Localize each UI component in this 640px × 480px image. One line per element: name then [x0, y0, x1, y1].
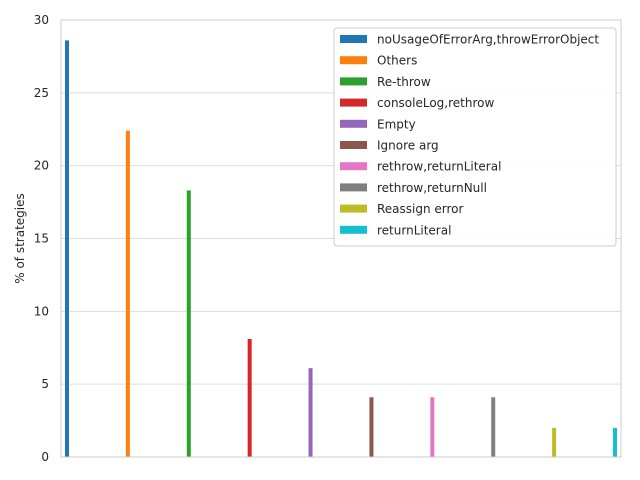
- legend-swatch: [340, 119, 367, 128]
- bar-re-throw: [186, 190, 191, 457]
- legend-swatch: [340, 183, 367, 192]
- bar-others: [125, 130, 130, 457]
- bar-rethrow-returnnull: [491, 397, 496, 457]
- y-tick-label: 20: [34, 159, 49, 173]
- bar-reassign-error: [552, 427, 557, 457]
- bar-empty: [308, 368, 313, 457]
- legend: noUsageOfErrorArg,throwErrorObject Others…: [333, 27, 617, 247]
- y-tick-label: 15: [34, 232, 49, 246]
- legend-swatch: [340, 56, 367, 65]
- legend-label: Reassign error: [377, 202, 464, 216]
- bar-rethrow-returnliteral: [430, 397, 435, 457]
- y-axis-ticks: 0 5 10 15 20 25 30: [34, 13, 49, 464]
- y-axis-label: % of strategies: [13, 193, 27, 284]
- legend-label: noUsageOfErrorArg,throwErrorObject: [377, 33, 599, 47]
- y-tick-label: 25: [34, 86, 49, 100]
- legend-swatch: [340, 162, 367, 171]
- legend-label: rethrow,returnLiteral: [377, 160, 501, 174]
- y-tick-label: 10: [34, 304, 49, 318]
- legend-swatch: [340, 98, 367, 107]
- legend-swatch: [340, 204, 367, 213]
- bar-nousageoferrorarg-throwerrorobject: [65, 40, 69, 457]
- legend-label: returnLiteral: [377, 223, 451, 237]
- legend-label: Empty: [377, 117, 416, 131]
- plot-frame: [60, 19, 622, 458]
- legend-label: Ignore arg: [377, 139, 439, 153]
- legend-box: [333, 27, 617, 247]
- bar-consolelog-rethrow: [247, 339, 252, 457]
- legend-swatch: [340, 225, 367, 234]
- bar-returnliteral: [613, 427, 617, 457]
- legend-swatch: [340, 77, 367, 86]
- y-tick-label: 5: [41, 377, 49, 391]
- legend-label: Others: [377, 54, 417, 68]
- legend-label: consoleLog,rethrow: [377, 96, 494, 110]
- y-tick-label: 30: [34, 13, 49, 27]
- legend-label: rethrow,returnNull: [377, 181, 487, 195]
- legend-label: Re-throw: [377, 75, 431, 89]
- bars: [65, 40, 617, 457]
- legend-swatch: [340, 35, 367, 43]
- y-tick-label: 0: [41, 450, 49, 464]
- legend-swatch: [340, 141, 367, 149]
- bar-ignore-arg: [369, 397, 374, 457]
